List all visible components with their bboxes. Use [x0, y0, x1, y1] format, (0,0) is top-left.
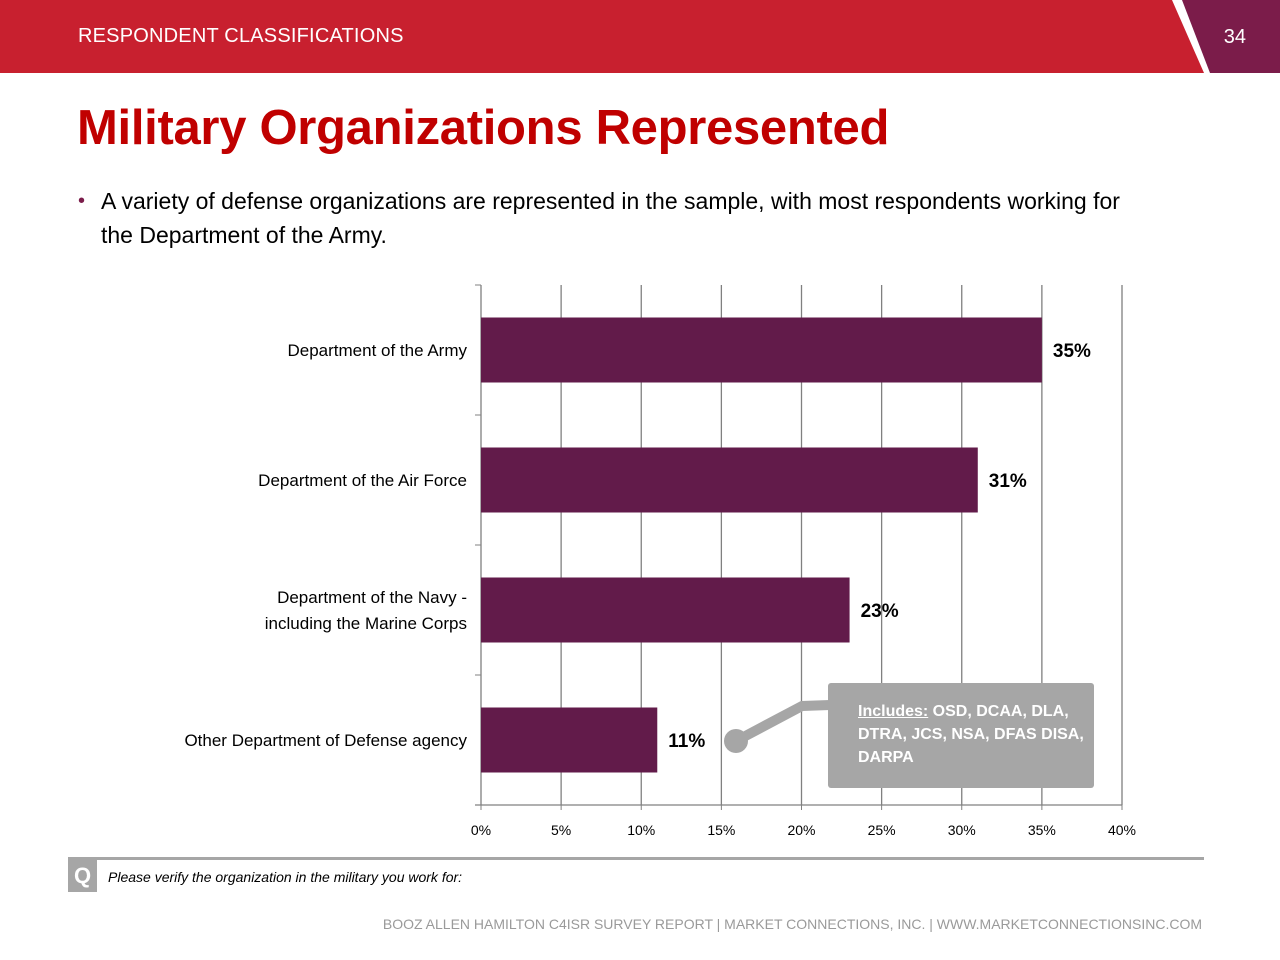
header-page-tab — [1172, 0, 1280, 73]
callout-prefix: Includes: — [858, 703, 929, 720]
value-label: 35% — [1053, 341, 1091, 362]
callout-text: Includes: OSD, DCAA, DLA, DTRA, JCS, NSA… — [858, 700, 1088, 769]
category-label-line: Department of the Navy - — [277, 588, 467, 607]
x-tick-label: 10% — [627, 822, 655, 838]
category-label-line: including the Marine Corps — [265, 614, 467, 633]
bar — [481, 577, 850, 643]
bar — [481, 317, 1042, 383]
footer-text: BOOZ ALLEN HAMILTON C4ISR SURVEY REPORT … — [382, 916, 1202, 932]
header-bar — [0, 0, 1280, 73]
category-label-line: Department of the Air Force — [258, 471, 467, 490]
category-label-line: Other Department of Defense agency — [184, 731, 467, 750]
category-label-line: Department of the Army — [287, 341, 467, 360]
x-tick-label: 25% — [868, 822, 896, 838]
x-tick-label: 20% — [787, 822, 815, 838]
x-tick-label: 35% — [1028, 822, 1056, 838]
value-label: 23% — [861, 601, 899, 622]
bar — [481, 707, 658, 773]
page-number: 34 — [1223, 26, 1246, 48]
slide-title: Military Organizations Represented — [77, 101, 890, 155]
section-title: RESPONDENT CLASSIFICATIONS — [78, 25, 404, 47]
value-label: 31% — [989, 471, 1027, 492]
x-tick-label: 5% — [551, 822, 571, 838]
question-badge: Q — [68, 860, 97, 892]
category-label: Department of the Air Force — [258, 471, 467, 490]
x-tick-label: 40% — [1108, 822, 1136, 838]
value-label: 11% — [668, 731, 705, 752]
question-text: Please verify the organization in the mi… — [108, 869, 463, 885]
callout-pointer-dot — [724, 729, 748, 753]
bullet-dot-icon: • — [78, 190, 86, 212]
footer-rule — [68, 857, 1204, 860]
category-label: Department of the Army — [287, 341, 467, 360]
callout-box: Includes: OSD, DCAA, DLA, DTRA, JCS, NSA… — [828, 683, 1094, 788]
category-label: Department of the Navy - including the Ma… — [265, 588, 467, 633]
page-tab-shape — [1182, 0, 1280, 73]
bar-chart: 0% 5% 10% 15% 20% 25% 30% 35% 40% 35% Department o… — [184, 284, 1136, 838]
bar — [481, 447, 978, 513]
x-tick-label: 15% — [707, 822, 735, 838]
bullet-text: A variety of defense organizations are r… — [101, 188, 1120, 248]
category-label: Other Department of Defense agency — [184, 731, 467, 750]
x-tick-label: 30% — [948, 822, 976, 838]
x-tick-label: 0% — [471, 822, 491, 838]
callout-body: OSD, DCAA, DLA, DTRA, JCS, NSA, DFAS DIS… — [858, 703, 1084, 766]
